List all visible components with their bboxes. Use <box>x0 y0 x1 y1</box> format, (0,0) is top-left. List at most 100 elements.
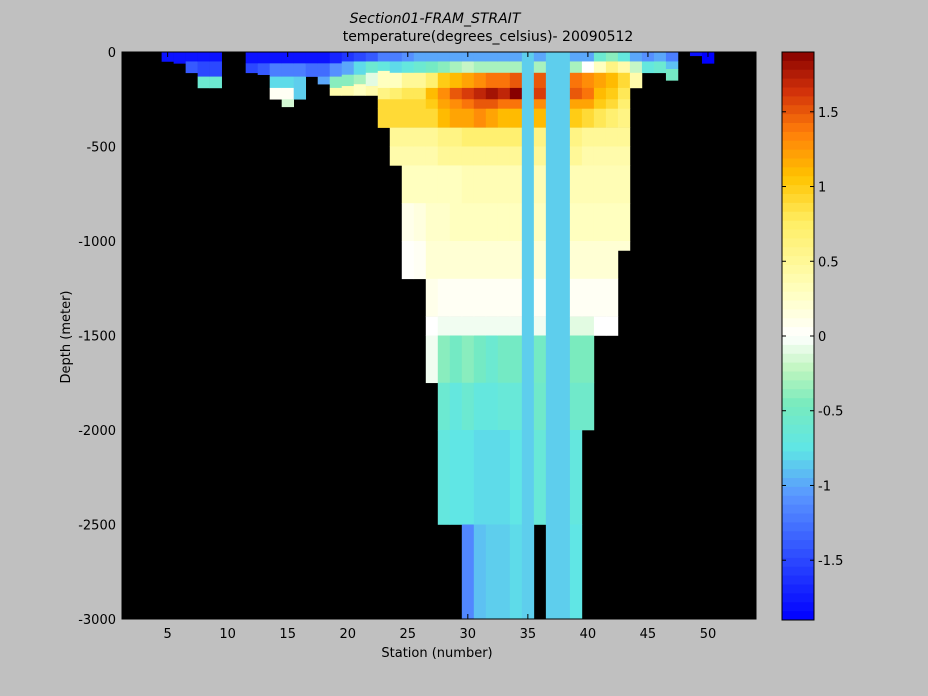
y-axis-label: Depth (meter) <box>59 291 74 384</box>
heatmap-cell <box>593 146 607 166</box>
heatmap-cell <box>461 99 475 109</box>
heatmap-cell <box>449 335 463 384</box>
colorbar-band <box>782 185 814 195</box>
heatmap-cell <box>557 52 571 620</box>
heatmap-cell <box>665 61 679 70</box>
heatmap-cell <box>437 108 451 128</box>
heatmap-cell <box>389 127 403 147</box>
colorbar-band <box>782 211 814 222</box>
heatmap-cell <box>293 63 307 77</box>
heatmap-cell <box>449 72 463 89</box>
heatmap-cell <box>533 203 547 242</box>
heatmap-cell <box>209 76 222 89</box>
x-tick-label: 50 <box>700 627 717 642</box>
heatmap-cell <box>293 52 307 64</box>
heatmap-cell <box>389 146 403 166</box>
heatmap-cell <box>485 335 499 384</box>
heatmap-cell <box>509 278 523 317</box>
heatmap-cell <box>605 203 619 242</box>
heatmap-cell <box>533 108 547 128</box>
colorbar-band <box>782 238 814 248</box>
heatmap-cell <box>197 52 210 62</box>
heatmap-cell <box>569 127 583 147</box>
heatmap-cell <box>473 278 487 317</box>
heatmap-cell <box>461 382 475 431</box>
colorbar-band <box>782 469 814 479</box>
y-tick-label: 0 <box>108 46 116 61</box>
heatmap-cell <box>461 335 475 384</box>
heatmap-cell <box>581 127 595 147</box>
colorbar-tick-label: 1 <box>818 181 826 196</box>
heatmap-cell <box>437 99 451 109</box>
heatmap-cell <box>665 69 679 81</box>
heatmap-cell <box>305 63 319 77</box>
heatmap-cell <box>425 87 439 100</box>
colorbar-band <box>782 202 814 213</box>
heatmap-cell <box>485 146 499 166</box>
heatmap-cell <box>461 241 475 280</box>
heatmap-cell <box>473 316 487 336</box>
heatmap-cell <box>461 430 475 525</box>
heatmap-cell <box>509 316 523 336</box>
heatmap-cell <box>485 278 499 317</box>
heatmap-cell <box>473 99 487 109</box>
heatmap-cell <box>533 146 547 166</box>
heatmap-cell <box>437 278 451 317</box>
heatmap-cell <box>497 165 511 204</box>
heatmap-cell <box>473 146 487 166</box>
heatmap-cell <box>317 52 331 64</box>
heatmap-cell <box>533 278 547 317</box>
x-tick-label: 5 <box>163 627 171 642</box>
heatmap-cell <box>329 87 343 96</box>
heatmap-cell <box>497 335 511 384</box>
heatmap-cell <box>389 61 403 74</box>
heatmap-cell <box>437 316 451 336</box>
colorbar-band <box>782 415 814 426</box>
x-tick-label: 10 <box>219 627 236 642</box>
heatmap-cell <box>605 108 619 128</box>
colorbar-tick-label: -1 <box>818 479 831 494</box>
heatmap-cell <box>245 63 258 74</box>
heatmap-cell <box>617 241 631 251</box>
heatmap-cell <box>605 146 619 166</box>
heatmap-cell <box>593 165 607 204</box>
heatmap-cell <box>413 127 427 147</box>
x-axis: 5 10 15 20 25 30 35 40 45 50 <box>163 52 716 642</box>
heatmap-cell <box>593 108 607 128</box>
heatmap-cell <box>497 127 511 147</box>
heatmap-cell <box>617 146 631 166</box>
heatmap-cell <box>653 61 667 74</box>
heatmap-cell <box>509 99 523 109</box>
colorbar-band <box>782 398 814 408</box>
x-tick-label: 25 <box>400 627 417 642</box>
x-tick-label: 40 <box>580 627 597 642</box>
heatmap-cell <box>509 146 523 166</box>
heatmap-cell <box>497 99 511 109</box>
heatmap-cell <box>413 72 427 89</box>
heatmap-cell <box>389 72 403 89</box>
heatmap-cell <box>437 203 451 242</box>
colorbar-band <box>782 256 814 266</box>
colorbar-band <box>782 87 814 97</box>
heatmap-cell <box>593 278 607 317</box>
heatmap-cell <box>473 52 487 62</box>
heatmap-cell <box>173 52 186 64</box>
heatmap-cell <box>617 165 631 204</box>
heatmap-cell <box>449 316 463 336</box>
heatmap-cell <box>425 72 439 89</box>
colorbar-band <box>782 176 814 186</box>
heatmap-cell <box>569 335 583 384</box>
x-tick-label: 35 <box>520 627 537 642</box>
heatmap-cell <box>617 127 631 147</box>
colorbar-band <box>782 229 814 239</box>
heatmap-cell <box>533 87 547 100</box>
heatmap-cell <box>605 165 619 204</box>
heatmap-cell <box>449 99 463 109</box>
heatmap-cell <box>521 52 535 620</box>
colorbar-band <box>782 478 814 488</box>
heatmap-cell <box>569 61 583 74</box>
heatmap-cell <box>581 165 595 204</box>
heatmap-cell <box>437 52 451 62</box>
heatmap-cell <box>497 61 511 74</box>
